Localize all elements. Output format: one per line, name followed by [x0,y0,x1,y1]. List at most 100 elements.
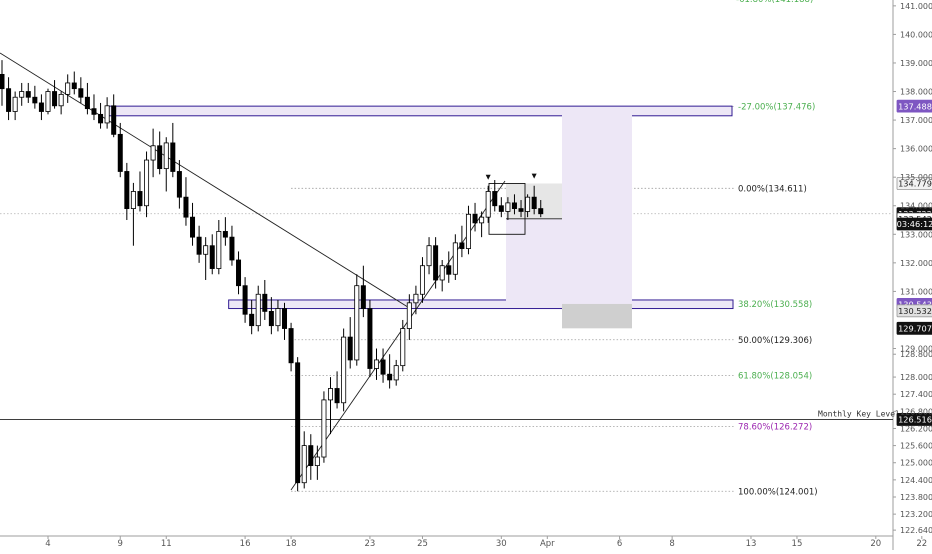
price-tick-label: 126.800 [900,407,932,416]
price-tick-label: 125.600 [900,442,932,451]
fib-level-label: -61.80%(141.188) [736,0,813,5]
candle-body [452,242,458,275]
candle-body [71,82,77,90]
candle-body [479,216,485,224]
time-tick-label: 18 [286,539,297,549]
candle-body [314,456,320,466]
candle-body [84,96,90,110]
supply-zone [106,105,733,117]
candle-body [433,245,439,281]
candle-body [32,96,38,104]
candle-body [52,91,58,107]
fib-level-label: 61.80%(128.054) [738,372,812,382]
candle-body [275,308,281,327]
price-tick-label: 140.000 [900,30,932,39]
candle-body [511,202,517,209]
candle-body [288,328,294,364]
candle-body [183,196,189,218]
price-tick-label: 124.400 [900,476,932,485]
monthly-key-level-label: Monthly Key Level: [818,409,905,418]
candle-body [150,145,156,161]
candle-body [111,105,117,135]
price-tick-label: 126.200 [900,424,932,433]
candle-body [380,359,386,375]
price-tag-box [896,413,932,426]
fib-level-label: 50.00%(129.306) [738,336,812,346]
price-tag: 129.707 [896,321,932,335]
candle-body [465,213,471,249]
price-tag-label: 137.488 [898,101,932,111]
candle-body [176,171,182,198]
price-tag: 137.488 [896,99,932,113]
time-tick-label: 13 [746,539,757,549]
price-tick-label: 138.000 [900,88,932,97]
price-tick-label: 123.200 [900,510,932,519]
candle-body [58,93,64,107]
price-tick-label: 135.000 [900,173,932,182]
descending-trendline [0,52,412,310]
candle-body [255,293,261,327]
price-tag-label: 126.516 [898,415,932,425]
candle-body [498,205,504,212]
time-tick-label: 8 [669,539,674,549]
candle-body [78,88,84,98]
candle-body [249,313,255,327]
candle-body [367,308,373,369]
candle-body [446,265,452,275]
fib-level-label: -27.00%(137.476) [738,102,815,112]
candle-body [104,105,110,124]
candle-body [419,265,425,295]
candle-body [472,213,478,224]
candle-body [203,245,209,255]
candle-body [341,336,347,404]
candle-body [301,445,307,484]
overlay-layer: -27.00%(137.476) 0.00%(134.611) 38.20%(130… [485,99,932,497]
candle-body [12,96,18,112]
candle-body [45,91,51,112]
candle-body [25,91,31,98]
price-tag-box [896,304,932,318]
candle-body [282,308,288,329]
position-target-area [506,218,562,308]
price-tick-label: 139.000 [900,59,932,68]
price-tag-box [896,99,932,113]
fib-level-label: 78.60%(126.272) [738,422,812,432]
candle-body [354,285,360,361]
candle-body [538,208,544,215]
price-tag-box [896,321,932,335]
demand-zone [228,299,734,310]
candle-body [137,191,143,207]
price-tag-label: 03:46:12 [897,219,932,229]
candle-body [387,373,393,381]
price-tick-label: 122.640 [900,526,932,535]
candle-body [505,202,511,212]
time-tick-label: 9 [118,539,123,549]
background-layer [0,106,893,492]
candle-body [91,108,97,115]
candle-body [459,242,465,249]
candle-body [492,191,498,207]
candle-body [525,196,531,212]
candle-body [117,133,123,172]
candle-body [400,328,406,367]
price-axis: 141.000 140.000 139.000 138.000 137.000 136.0… [893,2,932,535]
price-tick-label: 131.000 [900,287,932,296]
candle-body [334,388,340,404]
price-tag: 126.516 [896,413,932,426]
candle-body [393,365,399,381]
swing-high-arrow-icon [485,174,491,180]
price-tick-label: 128.000 [900,373,932,382]
price-tag: 134.779 [896,177,932,190]
price-tick-label: 129.000 [900,345,932,354]
candle-body [209,245,215,269]
price-tag-label: 129.707 [898,324,932,334]
position-projection-area [562,108,632,304]
candle-body [406,302,412,329]
candle-body [327,388,333,401]
price-tick-label: 134.000 [900,202,932,211]
time-tick-label: 30 [496,539,507,549]
candle-body [170,142,176,172]
candle-body [0,73,5,90]
